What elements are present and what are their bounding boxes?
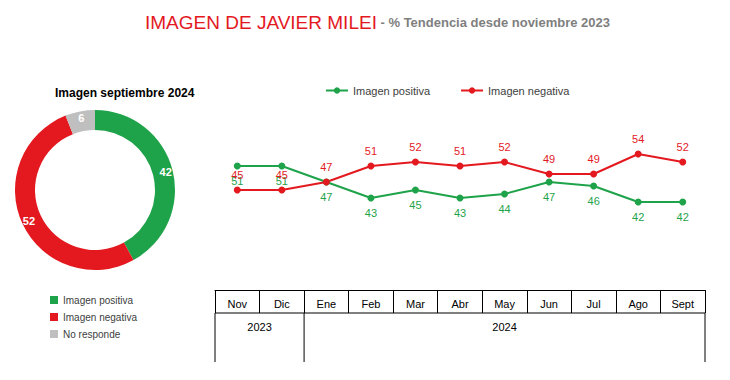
svg-text:Imagen negativa: Imagen negativa: [488, 85, 570, 97]
svg-text:Dic: Dic: [274, 298, 290, 310]
svg-text:52: 52: [498, 141, 510, 153]
svg-text:49: 49: [588, 153, 600, 165]
svg-text:45: 45: [409, 199, 421, 211]
svg-text:Imagen positiva: Imagen positiva: [353, 85, 431, 97]
svg-text:44: 44: [498, 203, 510, 215]
svg-text:No responde: No responde: [63, 329, 121, 340]
svg-text:52: 52: [677, 141, 689, 153]
svg-text:51: 51: [231, 175, 244, 187]
svg-text:6: 6: [78, 112, 84, 124]
svg-text:IMAGEN DE JAVIER MILEI: IMAGEN DE JAVIER MILEI: [145, 12, 377, 33]
svg-text:47: 47: [320, 161, 332, 173]
svg-text:51: 51: [454, 145, 466, 157]
svg-text:54: 54: [632, 133, 644, 145]
svg-text:45: 45: [231, 169, 243, 181]
svg-text:Imagen septiembre 2024: Imagen septiembre 2024: [55, 86, 195, 100]
svg-text:Feb: Feb: [361, 298, 380, 310]
svg-text:42: 42: [632, 211, 644, 223]
svg-text:51: 51: [365, 145, 377, 157]
svg-text:May: May: [494, 298, 515, 310]
svg-text:51: 51: [275, 175, 288, 187]
svg-text:43: 43: [365, 207, 377, 219]
svg-text:Imagen negativa: Imagen negativa: [63, 312, 137, 323]
svg-text:2023: 2023: [247, 321, 271, 333]
svg-text:42: 42: [160, 166, 172, 178]
svg-text:Nov: Nov: [227, 298, 247, 310]
svg-text:52: 52: [409, 141, 421, 153]
svg-text:45: 45: [276, 169, 288, 181]
svg-text:Sept: Sept: [671, 298, 694, 310]
svg-text:- % Tendencia desde noviembre: - % Tendencia desde noviembre 2023: [377, 15, 610, 30]
svg-text:43: 43: [454, 207, 466, 219]
svg-text:Jul: Jul: [587, 298, 601, 310]
svg-text:Mar: Mar: [406, 298, 425, 310]
svg-text:47: 47: [320, 191, 332, 203]
svg-text:Abr: Abr: [451, 298, 468, 310]
svg-text:2024: 2024: [492, 321, 516, 333]
svg-text:Ene: Ene: [317, 298, 337, 310]
svg-text:42: 42: [677, 211, 689, 223]
svg-text:Imagen positiva: Imagen positiva: [63, 295, 133, 306]
svg-text:46: 46: [588, 195, 600, 207]
svg-text:47: 47: [543, 191, 555, 203]
svg-text:49: 49: [543, 153, 555, 165]
svg-text:52: 52: [23, 215, 35, 227]
svg-text:Ago: Ago: [628, 298, 648, 310]
svg-text:Jun: Jun: [540, 298, 558, 310]
